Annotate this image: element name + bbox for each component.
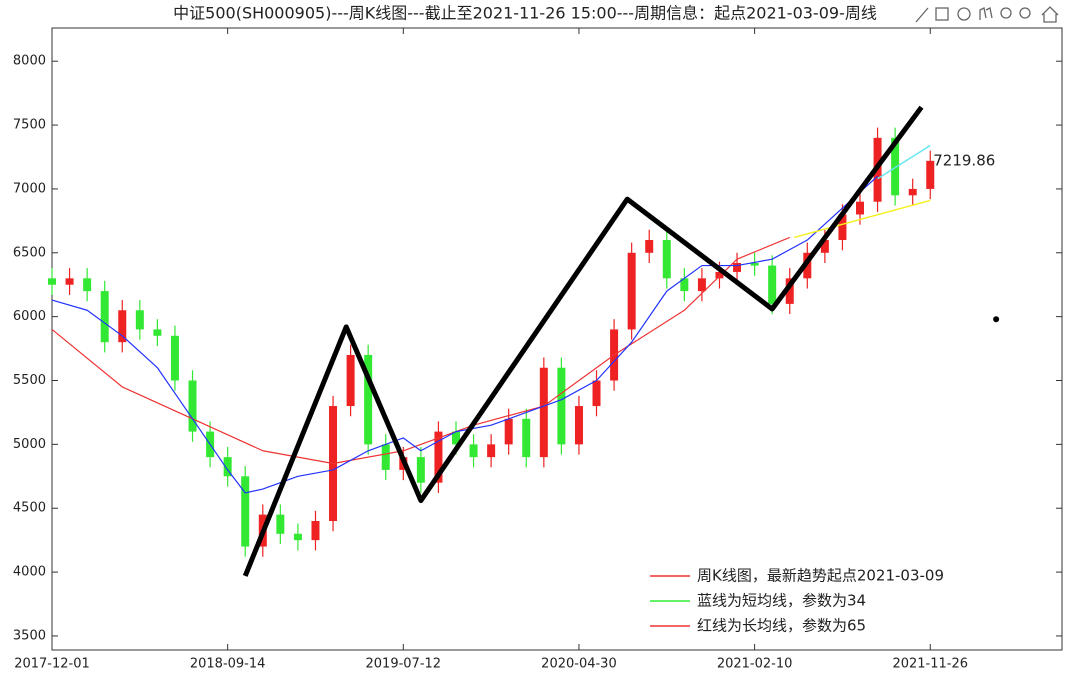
candle-body [241,476,250,547]
candle-body [293,533,302,541]
candle-body [48,278,56,285]
candle-body [645,240,654,253]
chart-title: 中证500(SH000905)---周K线图---截止至2021-11-26 1… [173,4,877,23]
candle-body [118,310,127,343]
candle-body [135,310,144,330]
y-tick-label: 8000 [13,54,46,69]
candle-body [311,521,320,541]
candle-body [100,291,109,343]
candle-body [820,240,829,253]
legend-label: 红线为长均线，参数为65 [697,617,866,635]
x-tick-label: 2021-02-10 [717,657,793,672]
y-tick-label: 4000 [13,565,46,580]
candle-body [188,380,197,432]
candle-body [416,457,425,483]
candle-body [170,335,179,381]
y-tick-label: 6000 [13,309,46,324]
candle-body [627,252,636,330]
overlay-line [793,199,931,239]
candle-body [926,160,935,189]
candle-body [856,201,864,215]
legend-icon[interactable] [935,7,949,21]
plot-area [51,27,1063,651]
y-tick-label: 3500 [13,628,46,643]
candle-body [891,137,900,196]
candle-body [662,240,671,279]
candle-body [153,329,162,336]
pan-icon[interactable] [979,7,993,20]
candle-body [838,214,847,241]
overlay-line [877,144,931,180]
overlay-line [242,105,924,577]
candle-body [364,354,373,445]
candle-body [469,444,478,458]
y-tick-label: 7500 [13,118,46,133]
candle-body [434,431,443,483]
candle-body [65,278,74,285]
home-icon[interactable] [1041,6,1059,23]
x-tick-label: 2018-09-14 [190,657,266,672]
candle-body [785,278,794,304]
y-tick-label: 4500 [13,501,46,516]
candle-body [522,418,531,458]
toolbar-icons[interactable] [915,6,1059,23]
candle-body [697,278,706,292]
overlay-line [51,175,878,494]
candle-body [715,271,724,279]
candle-body [750,263,759,266]
zoom-in-icon[interactable] [1000,7,1012,19]
candle-body [539,367,548,458]
legend-label: 蓝线为短均线，参数为34 [697,592,866,610]
overlay-line [51,236,790,465]
candle-body [487,444,496,458]
y-tick-label: 6500 [13,245,46,260]
y-tick-label: 7000 [13,181,46,196]
candle-body [733,263,742,272]
candle-body [908,188,917,196]
candle-body [223,457,232,477]
rotate-icon[interactable] [957,7,971,21]
y-tick-label: 5500 [13,373,46,388]
x-tick-label: 2021-11-26 [892,657,968,672]
y-tick-label: 5000 [13,437,46,452]
candle-body [346,354,355,407]
legend: 周K线图，最新趋势起点2021-03-09 蓝线为短均线，参数为34 红线为长均线，… [644,557,986,643]
x-tick-label: 2020-04-30 [541,657,617,672]
brush-icon[interactable] [915,7,929,23]
x-tick-label: 2019-07-12 [366,657,442,672]
marker-dot [993,316,1000,323]
candle-body [557,367,566,445]
candle-body [452,431,460,445]
legend-box [644,557,986,643]
zoom-out-icon[interactable] [1019,7,1031,19]
candle-body [504,418,513,445]
candle-body [276,514,285,534]
x-tick-label: 2017-12-01 [14,657,90,672]
candle-body [83,278,92,292]
legend-label: 周K线图，最新趋势起点2021-03-09 [697,567,944,585]
candle-body [592,380,601,407]
annotation: 7219.86 [933,151,995,169]
candle-body [768,265,777,304]
candle-body [680,278,689,292]
candle-body [381,444,390,470]
candle-body [574,406,583,445]
